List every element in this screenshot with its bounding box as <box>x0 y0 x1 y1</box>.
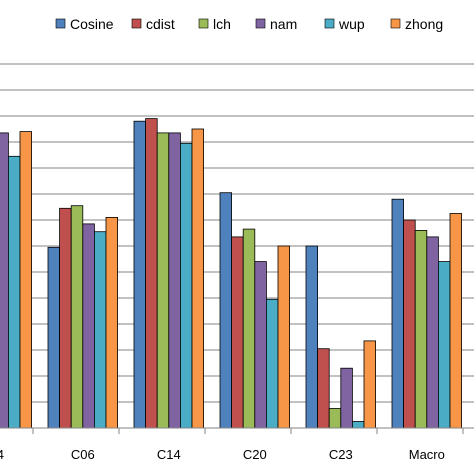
bar-lch-macro <box>414 229 428 429</box>
legend-item-cdist: cdist <box>131 16 175 32</box>
bar-cosine-c14 <box>133 120 147 429</box>
x-tick-label: C06 <box>71 447 95 462</box>
legend-swatch <box>131 18 142 29</box>
bar-wup-c06 <box>94 231 107 429</box>
bar-cosine-c23 <box>305 245 319 429</box>
x-tick-label: C14 <box>157 447 181 462</box>
bar-lch-c06 <box>70 205 84 429</box>
legend-item-nam: nam <box>255 16 297 32</box>
legend-swatch <box>390 18 401 29</box>
bar-zhong-c06 <box>105 216 119 429</box>
bar-nam-c06 <box>82 223 95 429</box>
legend-swatch <box>55 18 66 29</box>
bar-wup-macro <box>437 261 451 429</box>
legend-item-cosine: Cosine <box>55 16 114 32</box>
bar-wup-c23 <box>351 421 365 429</box>
legend-label: cdist <box>146 16 175 32</box>
x-axis-ticks <box>32 428 464 434</box>
x-tick-label: C20 <box>243 447 267 462</box>
legend-label: lch <box>213 16 231 32</box>
bar-cdist-c20 <box>231 236 244 429</box>
bar-lch-c20 <box>242 228 256 429</box>
bar-zhong-c14 <box>191 128 205 429</box>
bar-nam-macro <box>426 236 439 429</box>
legend-label: Cosine <box>70 16 114 32</box>
legend-item-zhong: zhong <box>390 16 443 32</box>
x-tick-label: Macro <box>409 447 445 462</box>
bar-cosine-c06 <box>47 246 61 429</box>
bar-zhong-macro <box>449 213 463 429</box>
bar-zhong-c04 <box>19 131 33 429</box>
bar-cdist-c14 <box>145 118 158 429</box>
legend-item-wup: wup <box>324 16 365 32</box>
legend-label: nam <box>270 16 297 32</box>
bar-wup-c20 <box>265 298 279 429</box>
legend-label: zhong <box>405 16 443 32</box>
bar-wup-c04 <box>7 155 21 429</box>
bar-zhong-c23 <box>363 340 377 429</box>
bar-cosine-c20 <box>219 192 233 429</box>
legend: Cosine cdist lch nam wup zhong <box>55 16 443 32</box>
x-axis-labels: 04 C06 C14 C20 C23 Macro <box>0 447 445 462</box>
bar-cdist-c23 <box>317 348 330 429</box>
legend-item-lch: lch <box>198 16 231 32</box>
bar-cosine-macro <box>391 198 405 429</box>
bar-nam-c04 <box>0 132 9 429</box>
legend-swatch <box>324 18 335 29</box>
bar-lch-c14 <box>156 132 170 429</box>
bar-lch-c23 <box>328 408 342 429</box>
bar-wup-c14 <box>179 142 193 429</box>
legend-swatch <box>255 18 266 29</box>
bar-nam-c14 <box>168 132 181 429</box>
legend-swatch <box>198 18 209 29</box>
bar-cdist-macro <box>403 219 416 429</box>
bar-nam-c23 <box>340 367 353 429</box>
legend-label: wup <box>338 16 365 32</box>
bar-nam-c20 <box>254 261 267 429</box>
bars <box>0 118 463 429</box>
x-tick-label: 04 <box>0 447 4 462</box>
bar-zhong-c20 <box>277 245 291 429</box>
x-tick-label: C23 <box>329 447 353 462</box>
bar-cdist-c06 <box>59 207 72 429</box>
